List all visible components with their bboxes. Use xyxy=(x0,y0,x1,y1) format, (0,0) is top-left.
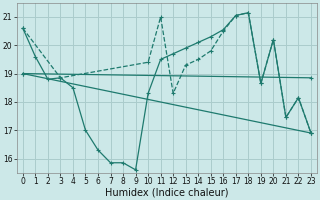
X-axis label: Humidex (Indice chaleur): Humidex (Indice chaleur) xyxy=(105,187,229,197)
